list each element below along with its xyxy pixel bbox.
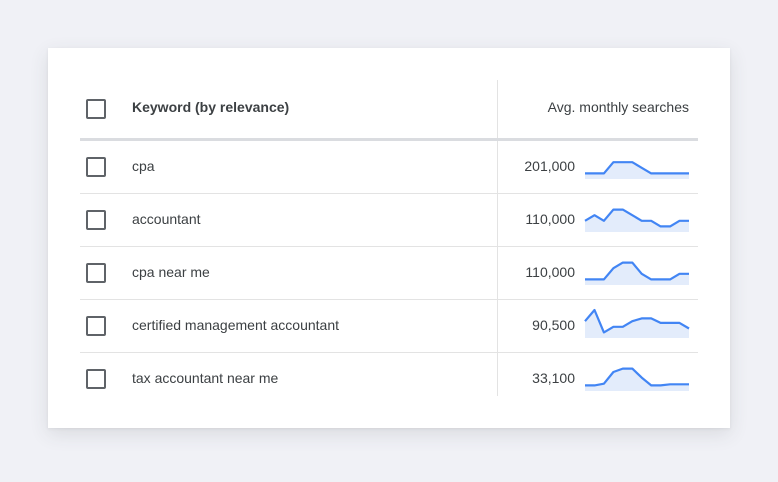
- sparkline-area: [585, 310, 689, 338]
- sparkline-line: [585, 161, 689, 175]
- trend-sparkline: [585, 261, 689, 285]
- column-divider: [497, 80, 498, 396]
- keyword-cell: cpa: [132, 158, 155, 174]
- row-checkbox[interactable]: [86, 263, 106, 283]
- sparkline-area: [585, 262, 689, 285]
- table-row: certified management accountant 90,500: [80, 300, 698, 353]
- trend-sparkline: [585, 367, 689, 391]
- keyword-cell: cpa near me: [132, 264, 210, 280]
- sparkline-line: [585, 367, 689, 387]
- keyword-cell: accountant: [132, 211, 201, 227]
- table-row: tax accountant near me 33,100: [80, 353, 698, 405]
- keyword-column-header[interactable]: Keyword (by relevance): [132, 99, 290, 115]
- searches-cell: 110,000: [525, 211, 575, 227]
- row-checkbox[interactable]: [86, 316, 106, 336]
- avg-monthly-searches-column-header[interactable]: Avg. monthly searches: [547, 99, 689, 115]
- select-all-checkbox[interactable]: [86, 99, 106, 119]
- table-row: cpa 201,000: [80, 141, 698, 194]
- searches-cell: 33,100: [532, 370, 575, 386]
- trend-sparkline: [584, 308, 690, 338]
- sparkline-line: [584, 208, 689, 228]
- sparkline-line: [585, 261, 689, 281]
- row-checkbox[interactable]: [86, 157, 106, 177]
- searches-cell: 201,000: [524, 158, 575, 174]
- table-row: cpa near me 110,000: [80, 247, 698, 300]
- table-header: Keyword (by relevance) Avg. monthly sear…: [80, 80, 698, 141]
- sparkline-area: [585, 209, 689, 232]
- keyword-ideas-card: Keyword (by relevance) Avg. monthly sear…: [48, 48, 730, 428]
- trend-sparkline: [585, 161, 689, 179]
- keyword-cell: certified management accountant: [132, 317, 340, 333]
- trend-sparkline: [584, 208, 689, 232]
- keyword-cell: tax accountant near me: [132, 370, 279, 386]
- row-checkbox[interactable]: [86, 369, 106, 389]
- row-checkbox[interactable]: [86, 210, 106, 230]
- sparkline-line: [584, 308, 690, 334]
- searches-cell: 90,500: [532, 317, 575, 333]
- searches-cell: 110,000: [525, 264, 575, 280]
- table-row: accountant 110,000: [80, 194, 698, 247]
